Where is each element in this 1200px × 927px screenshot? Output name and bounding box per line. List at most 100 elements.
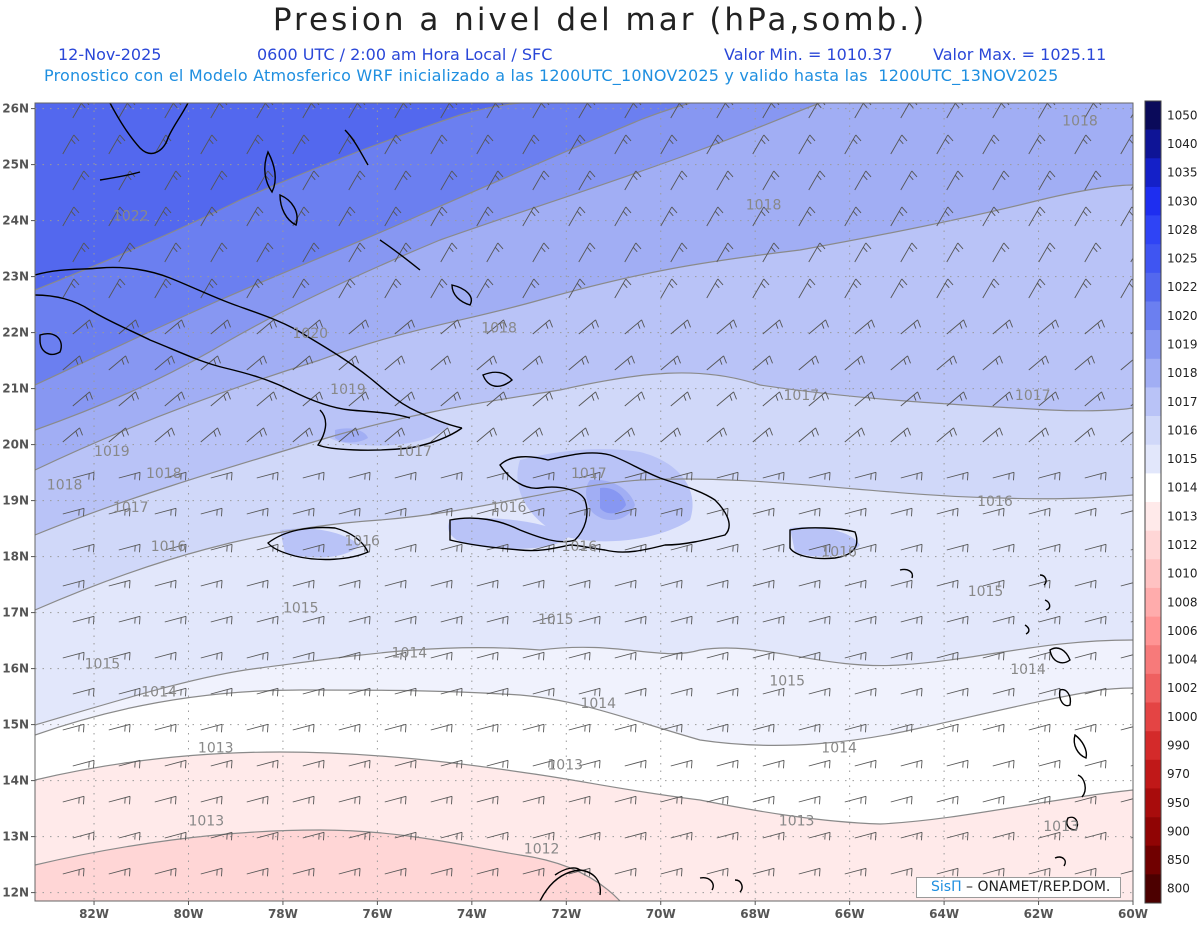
lon-tick-label: 68W	[740, 907, 770, 921]
isobar-label: 1013	[779, 813, 815, 829]
wind-barb	[62, 427, 83, 443]
wind-barb	[72, 319, 93, 335]
wind-barb	[246, 206, 264, 227]
wind-barb	[108, 355, 129, 371]
wind-barb	[522, 579, 545, 589]
wind-barb	[1120, 510, 1133, 515]
wind-barb	[624, 471, 647, 481]
isobar-label: 1017	[784, 388, 820, 404]
wind-barb	[164, 831, 187, 841]
forecast-date: 12-Nov-2025	[58, 45, 162, 64]
lat-tick-label: 12N	[2, 886, 29, 900]
wind-barb	[992, 242, 1010, 263]
wind-barb	[384, 723, 407, 733]
wind-barb	[108, 507, 131, 517]
wind-barb	[440, 831, 463, 841]
lat-tick-label: 13N	[2, 830, 29, 844]
colorbar-label: 1025	[1167, 252, 1198, 266]
colorbar-label: 1050	[1167, 108, 1198, 122]
wind-barb	[982, 867, 1005, 877]
wind-barb	[302, 319, 323, 335]
wind-barb	[946, 831, 969, 841]
model-info: Pronostico con el Modelo Atmosferico WRF…	[44, 66, 1059, 85]
colorbar-label: 850	[1167, 853, 1190, 867]
wind-barb	[302, 103, 320, 119]
wind-barb	[384, 507, 407, 517]
wind-barb	[982, 723, 1005, 733]
wind-barb	[854, 543, 877, 553]
wind-barb	[762, 543, 785, 553]
colorbar-label: 1008	[1167, 595, 1198, 609]
colorbar-label: 1022	[1167, 280, 1198, 294]
wind-barb	[890, 651, 913, 661]
wind-barb	[578, 319, 599, 335]
wind-barb	[752, 651, 775, 661]
wind-barb	[118, 242, 136, 263]
wind-barb	[302, 759, 325, 769]
wind-barb	[302, 615, 325, 625]
colorbar-swatch	[1145, 158, 1161, 188]
colorbar-swatch	[1145, 244, 1161, 274]
wind-barb	[946, 391, 967, 407]
wind-barb	[72, 687, 95, 697]
wind-barb	[164, 615, 187, 625]
wind-barb	[476, 355, 497, 371]
wind-barb	[394, 687, 417, 697]
wind-barb	[670, 831, 693, 841]
wind-barb	[384, 355, 405, 371]
colorbar-swatch	[1145, 616, 1161, 646]
wind-barb	[394, 615, 417, 625]
wind-barb	[338, 355, 359, 371]
wind-barb	[164, 391, 185, 407]
wind-barb	[440, 543, 463, 553]
isobar-label: 1017	[396, 444, 432, 460]
wind-barb	[798, 867, 821, 877]
wind-barb	[808, 391, 829, 407]
wind-barb	[992, 391, 1013, 407]
wind-barb	[614, 427, 635, 443]
wind-barb	[1038, 615, 1061, 625]
wind-barb	[384, 427, 405, 443]
wind-barb	[394, 103, 412, 119]
wind-barb	[154, 427, 175, 443]
wind-barb	[164, 103, 182, 119]
wind-barb	[624, 242, 642, 263]
wind-barb	[614, 206, 632, 227]
wind-barb	[338, 723, 361, 733]
colorbar-label: 1014	[1167, 481, 1198, 495]
colorbar-swatch	[1145, 301, 1161, 331]
wind-barb	[568, 134, 586, 155]
wind-barb	[716, 391, 737, 407]
wind-barb	[338, 206, 356, 227]
longitude-axis: 82W 80W 78W 76W 74W 72W 70W 68W 66W 64W 62W 60W	[79, 901, 1148, 921]
wind-barb	[1120, 726, 1133, 731]
wind-barb	[72, 471, 95, 481]
wind-barb	[798, 651, 821, 661]
wind-barb	[1084, 319, 1105, 335]
wind-barb	[62, 579, 85, 589]
colorbar-label: 990	[1167, 738, 1190, 752]
wind-barb	[614, 579, 637, 589]
wind-barb	[164, 319, 185, 335]
wind-barb	[430, 355, 451, 371]
wind-barb	[210, 759, 233, 769]
wind-barb	[670, 391, 691, 407]
lat-tick-label: 19N	[2, 494, 29, 508]
wind-barb	[936, 795, 959, 805]
wind-barb	[394, 391, 415, 407]
wind-barb	[568, 579, 591, 589]
wind-barb	[154, 651, 177, 661]
wind-barb	[246, 427, 267, 443]
isobar-label: 1019	[330, 382, 366, 398]
wind-barb	[568, 723, 591, 733]
colorbar-swatch	[1145, 215, 1161, 245]
wind-barb	[946, 471, 969, 481]
wind-barb	[154, 867, 177, 877]
colorbar-label: 1000	[1167, 710, 1198, 724]
isobar-label: 1018	[1062, 113, 1098, 129]
wind-barb	[430, 278, 448, 299]
wind-barb	[762, 103, 780, 119]
wind-barb	[200, 651, 223, 661]
wind-barb	[670, 543, 693, 553]
colorbar: 1050 1040 1035 1030 1028 1025 1022 1020 1019 1018…	[1144, 100, 1198, 904]
